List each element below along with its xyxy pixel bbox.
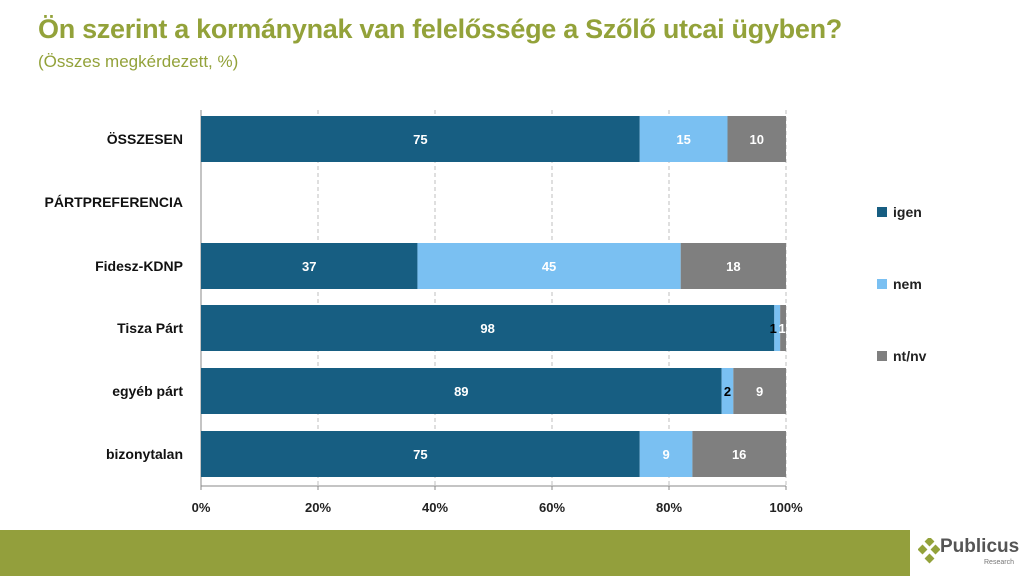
bar-ntnv <box>780 305 786 351</box>
bar-igen <box>201 243 418 289</box>
chart-title: Ön szerint a kormánynak van felelőssége … <box>38 14 842 44</box>
legend-label: igen <box>893 204 922 220</box>
bar-nem <box>721 368 734 414</box>
legend-swatch <box>877 207 887 217</box>
legend-swatch <box>877 279 887 289</box>
footer-bar <box>0 530 910 576</box>
legend-swatch <box>877 351 887 361</box>
bar-nem <box>639 116 728 162</box>
data-label: 75 <box>413 447 427 462</box>
data-label: 98 <box>480 321 494 336</box>
data-label: 15 <box>676 132 690 147</box>
category-label: PÁRTPREFERENCIA <box>45 194 183 210</box>
x-tick-label: 80% <box>656 500 682 515</box>
data-label: 37 <box>302 259 316 274</box>
x-tick-label: 40% <box>422 500 448 515</box>
bar-ntnv <box>733 368 786 414</box>
bar-ntnv <box>692 431 786 477</box>
publicus-logo: Publicus Research <box>918 534 1024 574</box>
logo-subtext: Research <box>984 559 1014 566</box>
legend-label: nem <box>893 276 922 292</box>
bar-nem <box>639 431 693 477</box>
logo-icon <box>918 538 940 564</box>
data-label: 2 <box>724 384 731 399</box>
category-label: Tisza Párt <box>117 320 183 336</box>
category-label: bizonytalan <box>106 446 183 462</box>
x-tick-label: 100% <box>769 500 803 515</box>
logo-text: Publicus <box>940 536 1020 557</box>
chart-subtitle: (Összes megkérdezett, %) <box>38 52 239 71</box>
data-label: 9 <box>662 447 669 462</box>
bar-igen <box>201 116 640 162</box>
category-label: Fidesz-KDNP <box>95 258 183 274</box>
bar-igen <box>201 368 722 414</box>
data-label: 1 <box>770 321 777 336</box>
data-label: 45 <box>542 259 556 274</box>
bar-igen <box>201 431 640 477</box>
category-label: ÖSSZESEN <box>107 131 183 147</box>
legend-label: nt/nv <box>893 348 927 364</box>
data-label: 16 <box>732 447 746 462</box>
chart: 0% 20% 40% 60% 80% 100% ÖSSZESEN 75 15 10 PÁRTPREF… <box>45 110 927 515</box>
category-label: egyéb párt <box>112 383 183 399</box>
data-label: 10 <box>750 132 764 147</box>
data-label: 75 <box>413 132 427 147</box>
data-label: 89 <box>454 384 468 399</box>
x-tick-label: 0% <box>192 500 211 515</box>
data-label: 9 <box>756 384 763 399</box>
x-tick-label: 60% <box>539 500 565 515</box>
bar-nem <box>417 243 681 289</box>
data-label: 18 <box>726 259 740 274</box>
bar-nem <box>774 305 781 351</box>
bar-ntnv <box>727 116 786 162</box>
bar-igen <box>201 305 775 351</box>
bar-ntnv <box>680 243 786 289</box>
x-tick-label: 20% <box>305 500 331 515</box>
data-label: 1 <box>779 321 786 336</box>
